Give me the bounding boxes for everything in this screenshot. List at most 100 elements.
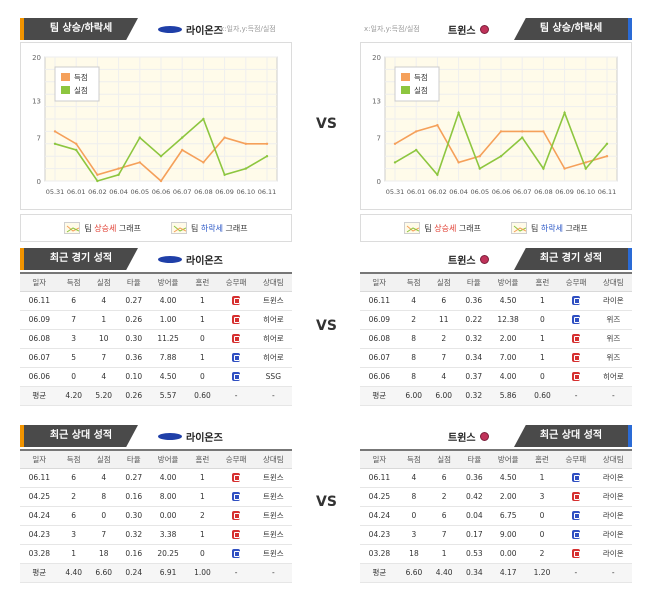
data-point: [75, 148, 78, 152]
x-tick-label: 06.07: [173, 188, 192, 196]
data-point: [563, 167, 566, 170]
column-header: 일자: [360, 272, 399, 292]
rise-legend: 팀 상승세 그래프: [64, 222, 141, 234]
table-cell: 0.16: [118, 544, 149, 564]
recent-tab-right: 최근 경기 성적: [514, 248, 632, 270]
table-row: 06.06 0 4 0.10 4.50 0 SSG: [20, 367, 292, 387]
vs-label-recent: VS: [316, 318, 337, 334]
win-badge-icon: [232, 334, 241, 344]
table-cell: 0.60: [187, 386, 218, 406]
data-point: [605, 142, 609, 145]
result-cell: [217, 291, 255, 311]
recent-tab-left: 최근 경기 성적: [20, 248, 138, 270]
table-cell: 0.60: [527, 386, 558, 406]
table-row: 06.08 8 2 0.32 2.00 1 위즈: [360, 329, 632, 349]
data-point: [436, 173, 439, 176]
table-cell: 1: [88, 310, 119, 330]
data-point: [138, 136, 141, 139]
trend-legend-right: 팀 상승세 그래프 팀 하락세 그래프: [360, 214, 632, 242]
h2h-tab-left: 최근 상대 성적: [20, 425, 138, 447]
loss-badge-icon: [572, 315, 581, 325]
twins-logo-icon: [479, 25, 489, 34]
data-point: [202, 161, 205, 164]
table-cell: 7: [58, 310, 89, 330]
data-point: [117, 167, 120, 170]
trend-tab-right: 팀 상승/하락세: [514, 18, 632, 40]
data-point: [244, 167, 247, 170]
rise-prefix: 팀: [84, 223, 95, 233]
table-cell: 히어로: [594, 367, 632, 387]
table-cell: 0: [527, 367, 558, 387]
table-cell: 트윈스: [254, 544, 292, 564]
table-cell: 6.00: [398, 386, 429, 406]
table-cell: 5: [58, 348, 89, 368]
win-badge-icon: [232, 296, 241, 306]
table-cell: 1: [187, 310, 218, 330]
table-cell: 라이온: [594, 487, 632, 507]
loss-badge-icon: [232, 549, 241, 559]
result-cell: [217, 310, 255, 330]
trend-panel-right: x:일자,y:득점/실점 트윈스 팀 상승/하락세 0 7 13 20 05.31 06.…: [360, 18, 632, 246]
legend-label: 실점: [414, 85, 428, 95]
h2h-panel-left: 최근 상대 성적 라이온즈 일자 득점 실점 타율 방어율 홈런 승무패 상대팀 06.11 6 4…: [20, 425, 292, 583]
average-row: 평균 4.40 6.60 0.24 6.91 1.00- -: [20, 563, 292, 583]
column-header: 상대팀: [594, 449, 632, 469]
table-row: 06.11 4 6 0.36 4.50 1 라이온: [360, 291, 632, 311]
data-point: [202, 117, 205, 121]
lions-logo-icon: [158, 26, 182, 33]
data-point: [265, 142, 269, 145]
table-cell: 0.17: [459, 525, 490, 545]
table-cell: 4.50: [488, 291, 528, 311]
table-cell: -: [557, 386, 595, 406]
table-cell: -: [594, 563, 632, 583]
column-header: 승무패: [557, 272, 595, 292]
column-header: 실점: [88, 449, 119, 469]
result-cell: [217, 544, 255, 564]
table-cell: 1: [187, 348, 218, 368]
data-point: [75, 142, 78, 145]
table-cell: 12.38: [488, 310, 528, 330]
table-row: 04.25 8 2 0.42 2.00 3 라이온: [360, 487, 632, 507]
column-header: 실점: [428, 272, 459, 292]
table-cell: 0.27: [118, 468, 149, 488]
column-header: 일자: [360, 449, 399, 469]
table-cell: 4.00: [488, 367, 528, 387]
table-cell: 1: [187, 487, 218, 507]
table-cell: 0.00: [489, 544, 527, 564]
data-point: [138, 161, 141, 164]
y-tick-label: 13: [372, 97, 381, 105]
x-tick-label: 06.04: [449, 188, 468, 196]
table-cell: 평균: [360, 563, 399, 583]
table-cell: 트윈스: [254, 506, 292, 526]
loss-badge-icon: [571, 530, 580, 540]
column-header: 득점: [58, 272, 89, 292]
table-cell: 0.04: [459, 506, 490, 526]
column-header: 방어율: [488, 272, 528, 292]
table-cell: 06.07: [20, 348, 59, 368]
legend-swatch: [401, 73, 410, 81]
loss-badge-icon: [572, 296, 581, 306]
team-header-lions: 라이온즈: [158, 22, 223, 37]
table-row: 03.28 1 18 0.16 20.25 0 트윈스: [20, 544, 292, 564]
x-tick-label: 06.02: [428, 188, 447, 196]
table-cell: 4: [398, 468, 430, 488]
table-cell: 0.34: [458, 348, 489, 368]
column-header: 방어율: [148, 272, 188, 292]
team-name: 트윈스: [448, 26, 476, 37]
table-cell: 6.60: [88, 563, 119, 583]
team-header-twins: 트윈스: [448, 22, 489, 37]
table-cell: 1: [527, 348, 558, 368]
table-cell: -: [594, 386, 632, 406]
table-cell: 0.32: [118, 525, 149, 545]
data-point: [478, 167, 481, 170]
table-cell: 04.23: [20, 525, 59, 545]
data-point: [542, 130, 545, 133]
x-tick-label: 06.09: [215, 188, 234, 196]
team-header-twins: 트윈스: [448, 429, 489, 444]
data-point: [415, 148, 418, 152]
data-point: [96, 179, 99, 183]
table-cell: 6: [58, 291, 89, 311]
table-cell: 0: [58, 367, 89, 387]
table-cell: 3: [58, 329, 89, 349]
